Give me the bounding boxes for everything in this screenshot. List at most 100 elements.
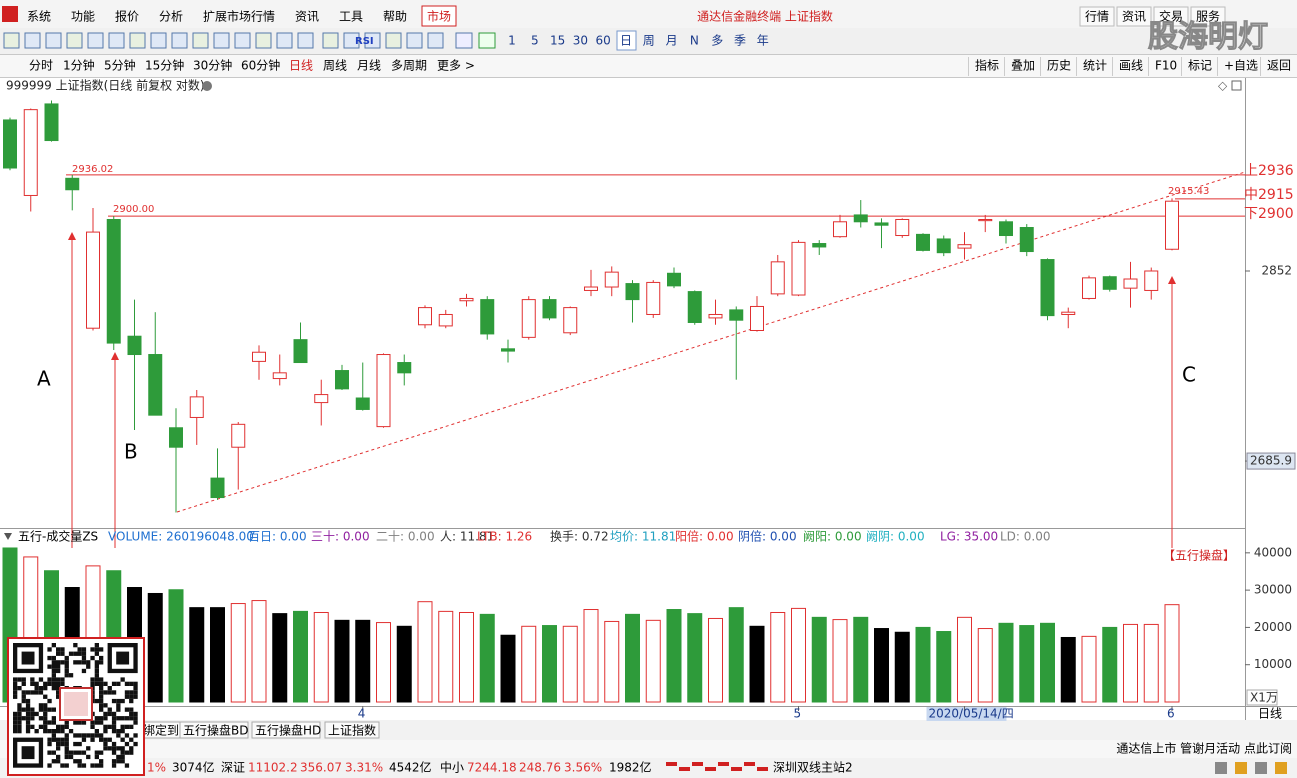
- tool-period[interactable]: 多: [711, 34, 723, 48]
- menu-item[interactable]: 功能: [71, 10, 95, 24]
- period-item[interactable]: 多周期: [391, 59, 427, 73]
- candle-body: [999, 221, 1013, 237]
- qr-module: [103, 681, 108, 686]
- period-button[interactable]: 返回: [1267, 59, 1291, 73]
- qr-module: [17, 720, 22, 725]
- candle-body: [210, 477, 225, 499]
- tool-icon[interactable]: [234, 32, 251, 49]
- tool-icon[interactable]: [322, 32, 339, 49]
- tool-period[interactable]: 30: [573, 34, 588, 48]
- tool-icon[interactable]: [478, 32, 496, 49]
- tool-period[interactable]: 60: [596, 34, 611, 48]
- qr-module: [38, 677, 44, 682]
- tool-rsi[interactable]: RSI: [355, 36, 374, 47]
- tool-icon[interactable]: [427, 32, 444, 49]
- tool-icon[interactable]: [3, 32, 20, 49]
- period-button[interactable]: 画线: [1119, 59, 1143, 73]
- qr-module: [111, 711, 117, 717]
- period-button[interactable]: 历史: [1047, 59, 1071, 73]
- period-button[interactable]: 标记: [1188, 59, 1212, 73]
- tool-period[interactable]: 日: [620, 34, 632, 48]
- tool-icon[interactable]: [276, 32, 293, 49]
- qr-module: [51, 733, 56, 738]
- menu-item[interactable]: 分析: [159, 10, 183, 24]
- tool-period[interactable]: 1: [508, 34, 516, 48]
- period-item[interactable]: 日线: [289, 59, 313, 73]
- tool-icon[interactable]: [406, 32, 423, 49]
- period-item[interactable]: 30分钟: [193, 58, 232, 73]
- qr-module: [64, 668, 69, 674]
- qr-module: [21, 707, 26, 712]
- period-item[interactable]: 15分钟: [145, 58, 184, 73]
- tool-period[interactable]: 15: [550, 34, 565, 48]
- volume-bar: [894, 631, 910, 703]
- period-button[interactable]: +自选: [1224, 59, 1258, 73]
- volume-bar: [791, 607, 806, 703]
- tool-icon[interactable]: [297, 32, 314, 49]
- tool-icon[interactable]: [24, 32, 41, 49]
- menu-item[interactable]: 扩展市场行情: [203, 9, 275, 24]
- top-button-label[interactable]: 资讯: [1122, 10, 1146, 24]
- tool-icon[interactable]: [150, 32, 167, 49]
- tool-icon[interactable]: [455, 32, 473, 49]
- top-button-label[interactable]: 服务: [1196, 9, 1220, 24]
- tool-icon[interactable]: [343, 32, 360, 49]
- menu-item[interactable]: 工具: [339, 10, 363, 24]
- active-tab-label[interactable]: 市场: [427, 9, 451, 24]
- tool-period[interactable]: 季: [734, 34, 746, 48]
- tool-icon[interactable]: [171, 32, 188, 49]
- tool-icon[interactable]: [213, 32, 230, 49]
- tool-period[interactable]: N: [690, 34, 699, 48]
- period-item[interactable]: 60分钟: [241, 58, 280, 73]
- top-button-label[interactable]: 交易: [1159, 9, 1183, 24]
- menu-item[interactable]: 帮助: [383, 10, 407, 24]
- period-button[interactable]: 叠加: [1011, 59, 1035, 73]
- qr-module: [64, 673, 69, 678]
- tool-icon[interactable]: [255, 32, 272, 49]
- period-item[interactable]: 分时: [29, 59, 53, 73]
- tab-label[interactable]: 上证指数: [328, 723, 376, 738]
- tool-icon[interactable]: [108, 32, 125, 49]
- menu-item[interactable]: 系统: [27, 10, 51, 24]
- qr-module: [103, 703, 108, 708]
- period-item[interactable]: 更多 >: [437, 59, 475, 73]
- tool-period[interactable]: 月: [666, 34, 678, 48]
- status-text[interactable]: 通达信上市 管谢月活动 点此订阅: [1116, 741, 1292, 756]
- qr-module: [17, 729, 22, 734]
- tab-label[interactable]: 五行操盘HD: [255, 723, 321, 738]
- qr-module: [60, 729, 65, 734]
- top-button: [1079, 6, 1115, 27]
- menu-item[interactable]: 资讯: [295, 10, 319, 24]
- period-button[interactable]: F10: [1155, 59, 1177, 73]
- period-button[interactable]: 指标: [975, 58, 999, 73]
- tool-period[interactable]: 5: [531, 34, 539, 48]
- qr-module: [90, 737, 95, 742]
- tool-icon[interactable]: [192, 32, 209, 49]
- tab-label[interactable]: 绑定到: [143, 723, 179, 738]
- tool-icon[interactable]: [87, 32, 104, 49]
- tool-icon[interactable]: [385, 32, 402, 49]
- tool-icon[interactable]: [66, 32, 83, 49]
- status-bar: [0, 740, 1297, 758]
- period-item[interactable]: 周线: [323, 59, 347, 73]
- qr-module: [129, 711, 134, 717]
- period-item[interactable]: 5分钟: [104, 58, 136, 73]
- tool-icon[interactable]: [129, 32, 146, 49]
- volume-unit: X1万: [1250, 691, 1278, 705]
- period-item[interactable]: 1分钟: [63, 58, 95, 73]
- period-button[interactable]: 统计: [1083, 59, 1107, 73]
- menu-item[interactable]: 报价: [115, 9, 139, 24]
- tool-icon[interactable]: [45, 32, 62, 49]
- qr-module: [111, 698, 117, 704]
- tool-period[interactable]: 年: [757, 34, 769, 48]
- tool-period[interactable]: 周: [643, 34, 655, 48]
- qr-module: [124, 724, 130, 729]
- tool-icon[interactable]: [364, 32, 381, 49]
- ticker-icon: [666, 762, 677, 766]
- tab-label[interactable]: 五行操盘BD: [183, 723, 248, 738]
- qr-module: [25, 720, 31, 725]
- qr-module: [81, 655, 87, 661]
- period-item[interactable]: 月线: [357, 59, 381, 73]
- top-button-label[interactable]: 行情: [1085, 10, 1109, 24]
- title-icon[interactable]: [202, 81, 212, 91]
